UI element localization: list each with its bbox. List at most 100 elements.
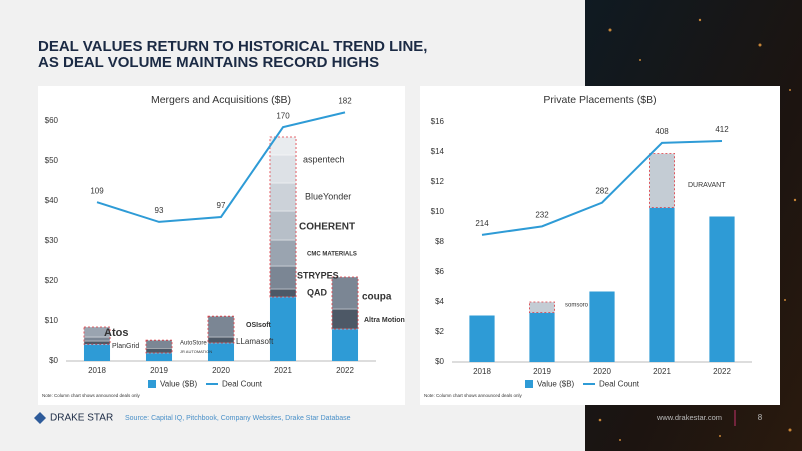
bar [649, 207, 675, 362]
x-tick-label: 2019 [150, 366, 168, 375]
bar [469, 315, 495, 362]
x-tick-label: 2021 [653, 367, 671, 376]
note: Note: Column chart shows announced deals… [424, 393, 523, 398]
logo: CMC MATERIALS [307, 252, 357, 258]
y-tick-label: $2 [435, 327, 444, 336]
website: www.drakestar.com [656, 413, 722, 422]
x-tick-label: 2022 [336, 366, 354, 375]
bar-segment [269, 265, 297, 290]
x-tick-label: 2018 [473, 367, 491, 376]
line [96, 111, 346, 223]
logo: OSIsoft [246, 322, 272, 329]
data-label: 182 [338, 96, 352, 105]
segment-outline [145, 339, 173, 354]
brand: DRAKE STAR [50, 413, 113, 424]
logo: JR AUTOMATION [180, 349, 212, 354]
y-tick-label: $0 [49, 356, 58, 365]
y-tick-label: $50 [45, 156, 59, 165]
y-tick-label: $10 [45, 316, 59, 325]
data-label: 214 [475, 219, 489, 228]
bar-segment [529, 301, 555, 313]
y-tick-label: $60 [45, 116, 59, 125]
x-tick-label: 2021 [274, 366, 292, 375]
y-tick-label: $30 [45, 236, 59, 245]
data-label: 93 [155, 206, 164, 215]
bar-segment [269, 154, 297, 184]
segment-outline [649, 153, 676, 208]
chart: Mergers and Acquisitions ($B) $0 $10 $20 $30… [42, 94, 405, 398]
brand-icon [34, 412, 46, 424]
bar [331, 329, 359, 361]
x-tick-label: 2020 [593, 367, 611, 376]
data-label: 412 [715, 125, 729, 134]
line [481, 139, 723, 236]
logo: Altra Motion [364, 317, 405, 324]
y-tick-label: $4 [435, 297, 444, 306]
y-tick-label: $20 [45, 276, 59, 285]
chart-title: Mergers and Acquisitions ($B) [151, 94, 291, 106]
bar-segment [269, 210, 297, 241]
y-tick-label: $40 [45, 196, 59, 205]
legend-label: Deal Count [599, 380, 640, 389]
chart-title: Private Placements ($B) [543, 94, 656, 106]
bar [83, 344, 111, 361]
slide-title: AS DEAL VOLUME MAINTAINS RECORD HIGHS [38, 54, 379, 71]
y-tick-label: $8 [435, 237, 444, 246]
source: Source: Capital IQ, Pitchbook, Company W… [125, 415, 351, 422]
y-tick-label: $6 [435, 267, 444, 276]
logo: STRYPES [297, 270, 339, 280]
bar-segment [649, 153, 675, 208]
segment-outline [331, 276, 359, 330]
segment-outline [269, 136, 297, 298]
bar-segment [145, 348, 173, 354]
slide-title: DEAL VALUES RETURN TO HISTORICAL TREND L… [38, 38, 427, 55]
data-label: 97 [217, 201, 226, 210]
bar-segment [331, 308, 359, 330]
bar-segment [145, 340, 173, 349]
legend-swatch [525, 380, 533, 388]
bar-segment [269, 182, 297, 212]
bar-segment [269, 239, 297, 267]
y-tick-label: $12 [431, 177, 445, 186]
logo: aspentech [303, 154, 345, 164]
y-tick-label: $14 [431, 147, 445, 156]
legend-swatch [148, 380, 156, 388]
x-tick-label: 2022 [713, 367, 731, 376]
logo: LLamasoft [236, 337, 274, 346]
note: Note: Column chart shows announced deals… [42, 393, 141, 398]
data-label: 282 [595, 187, 609, 196]
bar [589, 291, 615, 362]
data-label: 408 [655, 127, 669, 136]
logo: BlueYonder [305, 191, 351, 201]
segment-outline [83, 326, 111, 345]
data-label: 232 [535, 210, 549, 219]
segment-outline [207, 315, 235, 344]
bar-segment [269, 288, 297, 298]
x-tick-label: 2020 [212, 366, 230, 375]
bar [207, 343, 235, 361]
logo: PlanGrid [112, 343, 139, 350]
segment-outline [529, 301, 556, 313]
logo: AutoStore [180, 341, 207, 347]
logo: QAD [307, 287, 328, 297]
logo: COHERENT [299, 222, 355, 233]
logo: somsoro [565, 303, 589, 309]
bar-segment [83, 340, 111, 345]
legend-label: Value ($B) [537, 380, 575, 389]
bar-segment [207, 316, 235, 338]
bar-segment [331, 276, 359, 310]
bar [529, 312, 555, 362]
legend-label: Value ($B) [160, 380, 198, 389]
data-label: 170 [276, 111, 290, 120]
bar-segment [207, 336, 235, 344]
bar [709, 216, 735, 362]
logo: DURAVANT [688, 182, 726, 189]
bar [269, 297, 297, 361]
y-tick-label: $16 [431, 117, 445, 126]
logo: coupa [362, 292, 392, 303]
sparks [598, 18, 797, 441]
chart: Private Placements ($B) $0 $2 $4 $6 $8 $10 $12 $… [424, 94, 752, 398]
x-tick-label: 2019 [533, 367, 551, 376]
